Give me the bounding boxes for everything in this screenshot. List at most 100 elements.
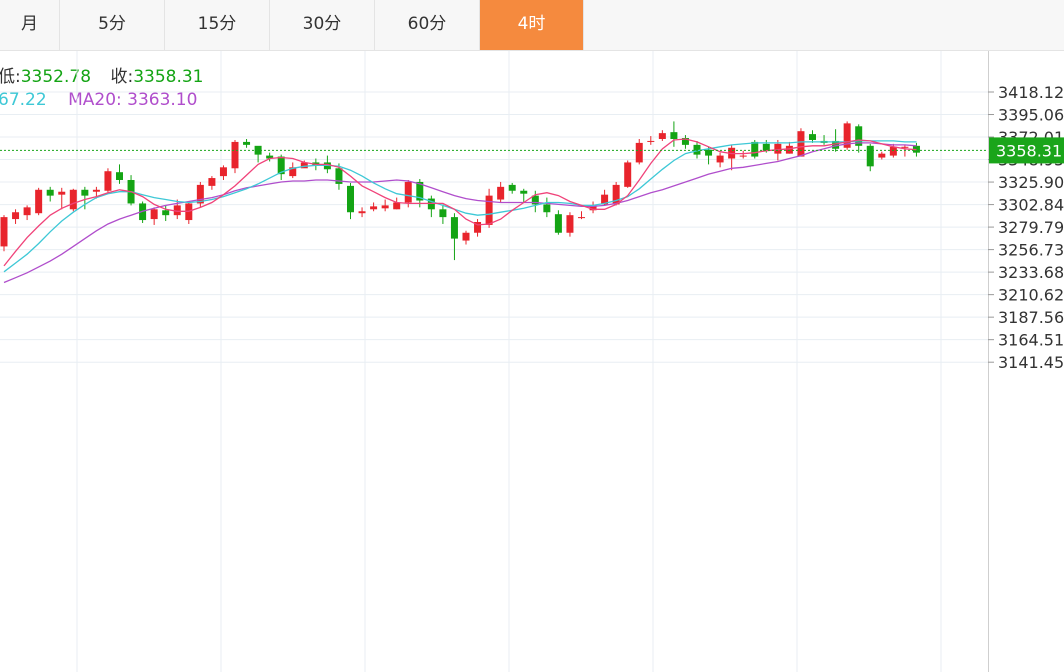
ma10-value: 67.22	[0, 90, 47, 110]
candle-body	[520, 190, 528, 194]
y-tick-label: 3256.73	[998, 241, 1064, 260]
candle-body	[508, 184, 516, 191]
candle-body	[681, 138, 689, 145]
candle-body	[150, 209, 158, 220]
y-tick-label: 3164.51	[998, 331, 1064, 350]
y-tick-label: 3141.45	[998, 353, 1064, 372]
ma10-line	[3, 140, 917, 273]
candle-body	[670, 132, 678, 139]
candle-body	[589, 206, 597, 211]
ma20-value: 3363.10	[127, 90, 198, 110]
candle-body	[231, 141, 239, 169]
tab-4hour[interactable]: 4时	[480, 0, 584, 50]
candle-body	[404, 181, 412, 203]
candle-body	[277, 156, 285, 175]
candle-body	[116, 172, 123, 181]
candle-body	[439, 209, 447, 218]
candle-body	[474, 222, 482, 233]
ma20-label: MA20:	[68, 90, 122, 110]
candle-body	[81, 189, 89, 196]
candle-body	[347, 185, 354, 213]
candle-body	[23, 207, 31, 216]
current-price-tag	[989, 137, 1064, 164]
candle-body	[624, 162, 632, 187]
candle-body	[647, 140, 655, 142]
candle-body	[543, 204, 551, 213]
low-label: 低:	[0, 67, 21, 87]
candle-body	[300, 162, 308, 169]
candle-body	[266, 155, 274, 159]
candle-body	[751, 141, 759, 157]
candle-body	[196, 184, 204, 204]
candle-body	[289, 167, 297, 177]
current-price-label: 3358.31	[996, 141, 1062, 160]
candle-body	[0, 217, 8, 247]
candle-body	[578, 217, 585, 219]
y-tick-label: 3302.84	[998, 196, 1064, 215]
candle-body	[762, 143, 770, 151]
candle-body	[416, 181, 424, 201]
candle-body	[162, 210, 170, 216]
candle-body	[219, 167, 227, 177]
candle-body	[601, 194, 609, 205]
y-tick-label: 3395.06	[998, 106, 1064, 125]
candle-body	[381, 205, 389, 209]
y-tick-label: 3279.79	[998, 218, 1064, 237]
candle-body	[12, 212, 20, 220]
candle-body	[243, 141, 251, 145]
close-value: 3358.31	[133, 67, 204, 87]
tab-60min[interactable]: 60分	[375, 0, 480, 50]
candle-body	[612, 184, 620, 205]
tab-month[interactable]: 月	[0, 0, 60, 50]
tab-30min[interactable]: 30分	[270, 0, 375, 50]
candle-body	[358, 211, 366, 214]
ohlc-legend: 低:3352.78 收:3358.31	[0, 62, 204, 87]
candle-body	[450, 217, 458, 239]
candle-body	[69, 189, 77, 210]
candle-body	[889, 146, 897, 156]
close-label: 收:	[110, 67, 134, 87]
y-tick-label: 3418.12	[998, 83, 1064, 102]
candle-body	[785, 145, 793, 154]
candle-body	[104, 171, 112, 191]
candle-body	[866, 145, 874, 167]
tab-5min[interactable]: 5分	[60, 0, 165, 50]
candle-body	[531, 195, 539, 205]
candle-body	[566, 215, 574, 233]
candle-body	[173, 205, 181, 216]
y-tick-label: 3187.56	[998, 308, 1064, 327]
y-tick-label: 3233.68	[998, 263, 1064, 282]
ma20-line	[3, 142, 917, 284]
candle-body	[774, 143, 782, 154]
candle-body	[832, 140, 840, 149]
candle-body	[739, 155, 747, 157]
candle-body	[705, 149, 713, 156]
candle-body	[370, 206, 378, 210]
tab-15min[interactable]: 15分	[165, 0, 270, 50]
candle-body	[462, 232, 470, 241]
candle-body	[658, 133, 666, 139]
candle-body	[635, 142, 643, 163]
candle-body	[878, 153, 886, 158]
candle-body	[58, 191, 66, 195]
candlestick-chart: 3418.123395.063372.013348.953325.903302.…	[0, 51, 1064, 672]
candle-body	[693, 144, 701, 155]
candle-body	[809, 134, 816, 140]
candle-body	[716, 155, 724, 163]
candle-body	[797, 131, 805, 157]
low-value: 3352.78	[20, 67, 92, 87]
y-tick-label: 3210.62	[998, 286, 1064, 305]
candle-body	[208, 178, 216, 186]
candle-body	[485, 195, 493, 225]
ma-short-line	[3, 138, 917, 267]
candle-body	[92, 189, 100, 192]
candle-body	[901, 146, 909, 148]
candle-body	[35, 189, 43, 214]
y-tick-label: 3325.90	[998, 173, 1064, 192]
candle-body	[843, 123, 851, 148]
candle-body	[254, 145, 262, 155]
candle-body	[497, 186, 505, 200]
candle-body	[46, 189, 54, 196]
candle-body	[855, 126, 863, 146]
ma-legend: 67.22 MA20: 3363.10	[0, 90, 197, 110]
